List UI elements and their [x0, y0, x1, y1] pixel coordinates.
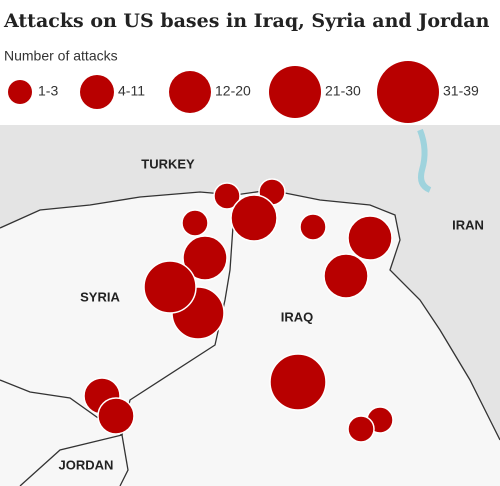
title: Attacks on US bases in Iraq, Syria and J… [3, 10, 490, 32]
legend-entry: 12-20 [215, 83, 251, 99]
country-label: TURKEY [141, 156, 195, 171]
bubble [323, 253, 369, 299]
bubble [97, 397, 135, 435]
legend-entry: 31-39 [443, 83, 479, 99]
border [0, 189, 500, 441]
legend-swatch [377, 61, 439, 123]
country-label: SYRIA [80, 289, 120, 304]
country-label: JORDAN [59, 457, 114, 472]
bubble [182, 235, 228, 281]
bubble [213, 182, 241, 210]
border [0, 379, 129, 486]
legend: 1-3 4-11 12-20 21-30 31-39 [8, 61, 479, 123]
legend-label: Number of attacks [4, 48, 118, 64]
lake [417, 128, 432, 193]
legend-swatch [169, 71, 211, 113]
bubble [299, 213, 327, 241]
legend-entry: 1-3 [38, 83, 58, 99]
bubble [230, 194, 278, 242]
bubble [269, 353, 327, 411]
bubble [181, 209, 209, 237]
country-label: IRAQ [281, 309, 314, 324]
country-label: IRAN [452, 217, 484, 232]
bubble [143, 260, 197, 314]
attack-bubbles [83, 178, 394, 443]
legend-entry: 21-30 [325, 83, 361, 99]
border [19, 196, 236, 486]
legend-swatch [80, 75, 114, 109]
map: TURKEY IRAN SYRIA IRAQ JORDAN [0, 125, 500, 486]
legend-swatch [269, 66, 321, 118]
bubble [347, 415, 375, 443]
bubble [347, 215, 393, 261]
legend-entry: 4-11 [118, 83, 145, 99]
legend-swatch [8, 80, 32, 104]
